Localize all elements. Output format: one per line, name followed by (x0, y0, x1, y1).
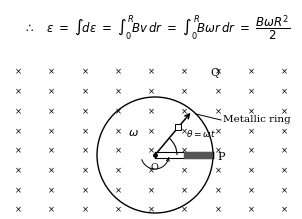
Text: $\times$: $\times$ (280, 67, 288, 77)
Text: $\times$: $\times$ (247, 166, 255, 175)
Text: $\times$: $\times$ (247, 67, 255, 77)
Text: $\times$: $\times$ (114, 107, 122, 116)
Text: $\times$: $\times$ (214, 87, 221, 96)
Text: $\times$: $\times$ (247, 205, 255, 215)
Text: $\times$: $\times$ (47, 185, 55, 195)
Text: $\times$: $\times$ (147, 185, 155, 195)
Text: $\times$: $\times$ (114, 185, 122, 195)
Text: $\times$: $\times$ (247, 126, 255, 136)
Text: $\times$: $\times$ (47, 146, 55, 155)
Text: $\times$: $\times$ (81, 166, 88, 175)
Text: $\times$: $\times$ (81, 185, 88, 195)
Text: $\times$: $\times$ (214, 185, 221, 195)
Text: $\therefore \quad \varepsilon \ = \ \int\! d\varepsilon \ = \ \int_0^R \! Bv\,dr: $\therefore \quad \varepsilon \ = \ \int… (23, 13, 291, 43)
Text: $\times$: $\times$ (114, 166, 122, 175)
Text: Metallic ring: Metallic ring (223, 115, 291, 124)
Text: $\times$: $\times$ (114, 67, 122, 77)
Text: $\times$: $\times$ (214, 126, 221, 136)
Text: $\omega$: $\omega$ (127, 128, 138, 138)
Text: $\times$: $\times$ (147, 87, 155, 96)
Text: $\times$: $\times$ (147, 107, 155, 116)
Text: $\times$: $\times$ (114, 87, 122, 96)
Text: O: O (150, 162, 158, 171)
Text: $\times$: $\times$ (81, 205, 88, 215)
Text: $\times$: $\times$ (14, 166, 22, 175)
Text: $\times$: $\times$ (180, 126, 188, 136)
Text: $\times$: $\times$ (114, 146, 122, 155)
Text: $\times$: $\times$ (47, 126, 55, 136)
Text: $\times$: $\times$ (147, 126, 155, 136)
Text: $\times$: $\times$ (214, 67, 221, 77)
Text: $\times$: $\times$ (14, 185, 22, 195)
Text: Q: Q (210, 68, 219, 78)
Text: $\times$: $\times$ (247, 87, 255, 96)
Text: $\times$: $\times$ (81, 146, 88, 155)
Text: $\times$: $\times$ (214, 166, 221, 175)
Text: $\times$: $\times$ (81, 87, 88, 96)
Text: $\times$: $\times$ (280, 185, 288, 195)
Text: $\times$: $\times$ (214, 146, 221, 155)
Text: $\times$: $\times$ (147, 166, 155, 175)
Text: $\times$: $\times$ (114, 205, 122, 215)
Text: $\times$: $\times$ (147, 205, 155, 215)
Text: $\times$: $\times$ (214, 205, 221, 215)
Text: $\times$: $\times$ (14, 146, 22, 155)
Text: $\times$: $\times$ (214, 107, 221, 116)
Text: $\times$: $\times$ (81, 126, 88, 136)
Text: $\times$: $\times$ (247, 185, 255, 195)
Text: $\times$: $\times$ (280, 107, 288, 116)
Text: $\times$: $\times$ (81, 67, 88, 77)
Text: $\times$: $\times$ (180, 87, 188, 96)
Text: $\times$: $\times$ (180, 166, 188, 175)
Text: $\times$: $\times$ (114, 126, 122, 136)
Text: $\times$: $\times$ (47, 166, 55, 175)
Text: $\times$: $\times$ (180, 67, 188, 77)
Text: $\times$: $\times$ (280, 126, 288, 136)
Text: $\times$: $\times$ (14, 107, 22, 116)
Text: $\times$: $\times$ (147, 67, 155, 77)
Text: $\times$: $\times$ (47, 67, 55, 77)
Text: P: P (217, 152, 224, 162)
Text: $\times$: $\times$ (280, 205, 288, 215)
Text: $\times$: $\times$ (147, 146, 155, 155)
Text: $\times$: $\times$ (180, 205, 188, 215)
Text: $\times$: $\times$ (180, 185, 188, 195)
Text: $\times$: $\times$ (280, 166, 288, 175)
Text: $\times$: $\times$ (47, 87, 55, 96)
Text: $\times$: $\times$ (14, 205, 22, 215)
Text: $\theta = \omega t$: $\theta = \omega t$ (186, 129, 216, 140)
Text: $\times$: $\times$ (280, 87, 288, 96)
Text: $\times$: $\times$ (247, 107, 255, 116)
Text: $\times$: $\times$ (14, 87, 22, 96)
Text: $\times$: $\times$ (180, 146, 188, 155)
Text: $\times$: $\times$ (247, 146, 255, 155)
Text: $\times$: $\times$ (14, 67, 22, 77)
Text: $\times$: $\times$ (14, 126, 22, 136)
FancyBboxPatch shape (175, 124, 181, 131)
Text: $\times$: $\times$ (280, 146, 288, 155)
Text: $\times$: $\times$ (47, 205, 55, 215)
Text: $\times$: $\times$ (81, 107, 88, 116)
Text: $\times$: $\times$ (47, 107, 55, 116)
Text: $\times$: $\times$ (180, 107, 188, 116)
